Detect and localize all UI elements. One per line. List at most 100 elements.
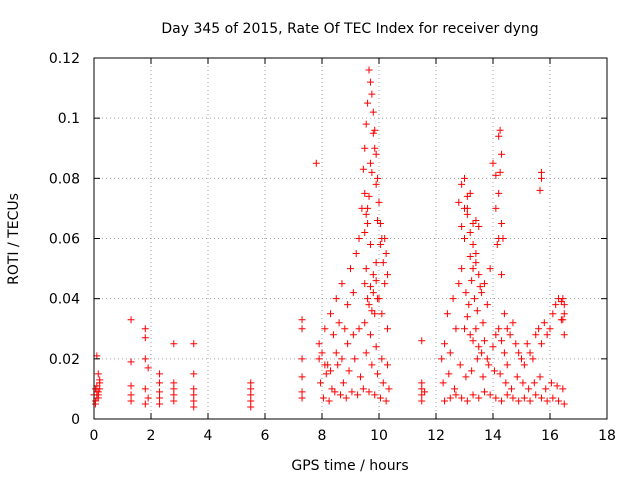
data-point (156, 388, 164, 396)
data-point (366, 159, 374, 167)
data-point (247, 391, 255, 399)
data-point (542, 385, 550, 393)
data-point (473, 355, 481, 363)
data-point (338, 355, 346, 363)
data-point (91, 400, 99, 408)
y-axis-label: ROTI / TECUs (6, 193, 22, 285)
data-point (463, 192, 471, 200)
data-point (93, 382, 101, 390)
data-point (458, 222, 466, 230)
data-point (379, 259, 387, 267)
y-tick-label: 0.08 (49, 171, 80, 187)
data-point (344, 340, 352, 348)
data-point (475, 343, 483, 351)
axis-ticks (93, 57, 608, 420)
data-point (492, 394, 500, 402)
y-tick-label: 0.12 (49, 51, 80, 67)
data-point (359, 385, 367, 393)
data-point (461, 325, 468, 333)
data-point (495, 189, 503, 197)
data-point (525, 385, 533, 393)
data-point (361, 144, 369, 152)
data-point (384, 361, 392, 369)
data-point (332, 349, 340, 357)
data-point (170, 385, 178, 393)
data-point (496, 168, 504, 176)
data-point (247, 385, 255, 393)
data-point (361, 228, 369, 236)
data-point (535, 325, 543, 333)
data-point (366, 283, 374, 291)
data-point (418, 379, 426, 387)
data-point (458, 265, 466, 273)
data-point (519, 379, 527, 387)
data-point (461, 174, 468, 182)
data-point (298, 316, 306, 324)
data-point (331, 388, 339, 396)
data-point (364, 204, 372, 212)
data-point (503, 391, 511, 399)
data-point (466, 189, 474, 197)
data-point (94, 370, 102, 378)
data-point (466, 331, 474, 339)
data-point (93, 394, 101, 402)
data-point (190, 340, 198, 348)
data-point (478, 289, 486, 297)
data-point (421, 388, 429, 396)
x-tick-label: 14 (484, 428, 502, 444)
data-point (127, 391, 135, 399)
data-point (337, 391, 345, 399)
data-point (298, 394, 306, 402)
data-point (369, 129, 377, 137)
data-point (486, 391, 494, 399)
x-tick-label: 10 (370, 428, 388, 444)
data-point (376, 241, 384, 249)
data-point (315, 340, 323, 348)
data-point (476, 283, 484, 291)
data-point (469, 265, 477, 273)
data-point (537, 174, 545, 182)
y-tick-label: 0.02 (49, 352, 80, 368)
data-point (456, 361, 464, 369)
data-point (475, 271, 483, 279)
data-point (537, 394, 545, 402)
data-point (341, 325, 349, 333)
data-point (325, 397, 333, 405)
data-point (372, 343, 380, 351)
data-point (560, 310, 568, 318)
data-point (190, 370, 198, 378)
data-point (339, 379, 347, 387)
data-point (361, 189, 369, 197)
data-point (489, 159, 497, 167)
y-tick-label: 0 (71, 412, 80, 428)
data-point (485, 361, 493, 369)
data-point (322, 370, 330, 378)
x-tick-label: 16 (541, 428, 559, 444)
data-point (361, 319, 369, 327)
data-point (469, 391, 477, 399)
data-point (515, 349, 523, 357)
data-point (379, 379, 387, 387)
data-point (469, 241, 477, 249)
data-point (537, 340, 545, 348)
data-point (559, 295, 567, 303)
data-point (557, 298, 565, 306)
data-point (472, 216, 480, 224)
data-point (543, 397, 551, 405)
data-point (449, 295, 457, 303)
data-point (479, 319, 487, 327)
data-point (455, 280, 463, 288)
data-point (526, 397, 534, 405)
data-point (348, 388, 356, 396)
data-point (475, 222, 483, 230)
data-point (365, 192, 373, 200)
data-point (298, 373, 306, 381)
data-point (190, 385, 198, 393)
data-point (470, 295, 478, 303)
data-point (144, 364, 152, 372)
data-point (312, 159, 320, 167)
data-point (503, 361, 511, 369)
x-tick-label: 0 (90, 428, 99, 444)
data-point (536, 373, 544, 381)
x-tick-label: 6 (261, 428, 270, 444)
